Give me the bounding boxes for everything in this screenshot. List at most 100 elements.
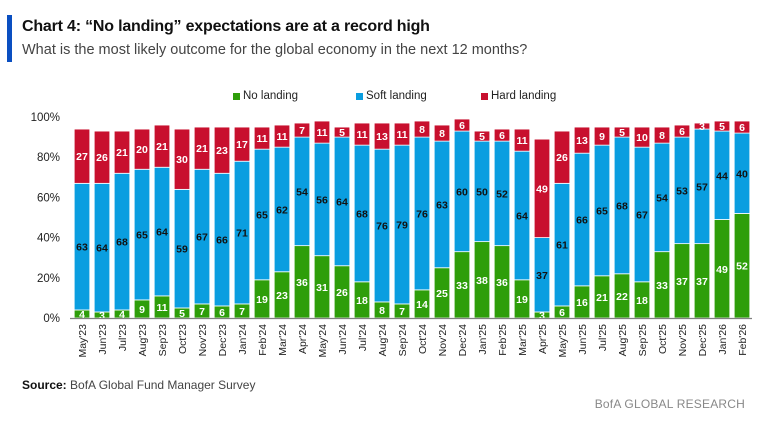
bar-segment-hard-landing xyxy=(453,118,471,132)
data-label-hard-landing: 21 xyxy=(156,141,168,153)
x-tick-label: Oct'24 xyxy=(417,324,429,354)
x-tick-label: Apr'25 xyxy=(537,324,549,354)
data-label-soft-landing: 54 xyxy=(656,192,668,204)
data-label-hard-landing: 13 xyxy=(576,135,588,147)
data-label-hard-landing: 26 xyxy=(96,152,108,164)
data-label-no-landing: 6 xyxy=(219,307,225,319)
data-label-soft-landing: 64 xyxy=(156,227,168,239)
x-tick-label: Nov'23 xyxy=(197,324,209,357)
x-tick-label: Oct'25 xyxy=(657,324,669,354)
legend-swatch-soft-landing xyxy=(356,92,363,100)
data-label-hard-landing: 11 xyxy=(276,131,287,143)
x-tick-label: Jul'24 xyxy=(357,324,369,351)
y-tick-label: 80% xyxy=(37,152,60,164)
bar-segment-hard-landing xyxy=(153,124,171,168)
data-label-soft-landing: 57 xyxy=(696,181,708,193)
data-label-no-landing: 6 xyxy=(559,307,565,319)
x-tick-label: Dec'24 xyxy=(457,324,469,357)
bar-segment-hard-landing xyxy=(533,138,551,238)
data-label-hard-landing: 11 xyxy=(256,133,267,145)
data-label-soft-landing: 52 xyxy=(496,188,508,200)
bar-segment-hard-landing xyxy=(213,126,231,174)
data-label-hard-landing: 17 xyxy=(236,139,248,151)
x-tick-label: Feb'25 xyxy=(497,324,509,356)
data-label-soft-landing: 68 xyxy=(616,200,628,212)
data-label-soft-landing: 63 xyxy=(436,199,448,211)
data-label-no-landing: 3 xyxy=(539,310,545,322)
x-tick-label: Feb'26 xyxy=(737,324,749,356)
data-label-soft-landing: 65 xyxy=(596,205,608,217)
data-label-hard-landing: 11 xyxy=(516,135,527,147)
data-label-hard-landing: 5 xyxy=(619,127,625,139)
data-label-hard-landing: 9 xyxy=(599,131,605,143)
x-tick-label: Feb'24 xyxy=(257,324,269,356)
bar-segment-hard-landing xyxy=(513,128,531,152)
x-tick-label: Jun'25 xyxy=(577,324,589,355)
data-label-soft-landing: 60 xyxy=(456,186,468,198)
legend-label-soft-landing: Soft landing xyxy=(366,90,427,102)
chart-title: Chart 4: “No landing” expectations are a… xyxy=(22,18,430,35)
x-tick-label: Mar'24 xyxy=(277,324,289,356)
data-label-no-landing: 49 xyxy=(716,264,728,276)
x-tick-label: Aug'23 xyxy=(137,324,149,357)
legend-swatch-no-landing xyxy=(233,92,240,100)
data-label-no-landing: 33 xyxy=(456,280,468,292)
data-label-no-landing: 9 xyxy=(139,304,145,316)
bar-segment-hard-landing xyxy=(693,122,711,130)
x-tick-label: Sep'25 xyxy=(637,324,649,357)
x-tick-label: Nov'25 xyxy=(677,324,689,357)
legend-label-hard-landing: Hard landing xyxy=(491,90,557,102)
data-label-no-landing: 14 xyxy=(416,299,428,311)
legend-item-soft-landing: Soft landing xyxy=(356,90,427,102)
data-label-soft-landing: 79 xyxy=(396,220,408,232)
data-label-hard-landing: 11 xyxy=(356,129,367,141)
bar-segment-hard-landing xyxy=(493,128,511,142)
bar-segment-hard-landing xyxy=(633,126,651,148)
data-label-hard-landing: 21 xyxy=(196,143,208,155)
data-label-soft-landing: 65 xyxy=(136,230,148,242)
data-label-soft-landing: 56 xyxy=(316,194,328,206)
data-label-hard-landing: 8 xyxy=(659,130,665,142)
x-tick-label: Sep'23 xyxy=(157,324,169,357)
data-label-hard-landing: 7 xyxy=(299,125,305,137)
data-label-no-landing: 52 xyxy=(736,261,748,273)
data-label-hard-landing: 26 xyxy=(556,152,568,164)
data-label-soft-landing: 71 xyxy=(236,228,248,240)
data-label-hard-landing: 23 xyxy=(216,145,228,157)
data-label-soft-landing: 64 xyxy=(516,210,528,222)
x-tick-label: Aug'25 xyxy=(617,324,629,357)
bar-segment-hard-landing xyxy=(653,126,671,144)
bar-segment-hard-landing xyxy=(233,126,251,162)
data-label-soft-landing: 37 xyxy=(536,270,548,282)
brand-label: BofA GLOBAL RESEARCH xyxy=(594,397,745,411)
data-label-soft-landing: 64 xyxy=(336,196,348,208)
data-label-no-landing: 18 xyxy=(636,295,648,307)
bar-segment-hard-landing xyxy=(373,122,391,150)
bar-segment-hard-landing xyxy=(73,128,91,184)
bar-segment-hard-landing xyxy=(293,122,311,138)
data-label-no-landing: 8 xyxy=(379,305,385,317)
data-label-no-landing: 11 xyxy=(156,302,167,314)
x-tick-label: Sep'24 xyxy=(397,324,409,357)
data-label-no-landing: 7 xyxy=(199,306,205,318)
data-label-hard-landing: 11 xyxy=(396,129,407,141)
data-label-no-landing: 5 xyxy=(179,308,185,320)
data-label-hard-landing: 6 xyxy=(459,120,465,132)
data-label-hard-landing: 8 xyxy=(419,124,425,136)
data-label-soft-landing: 76 xyxy=(416,208,428,220)
bar-segment-hard-landing xyxy=(393,122,411,146)
legend-item-no-landing: No landing xyxy=(233,90,298,102)
data-label-soft-landing: 65 xyxy=(256,209,268,221)
data-label-no-landing: 23 xyxy=(276,290,288,302)
bar-segment-hard-landing xyxy=(593,126,611,146)
data-label-soft-landing: 61 xyxy=(556,240,568,252)
data-label-no-landing: 31 xyxy=(316,282,328,294)
data-label-hard-landing: 30 xyxy=(176,154,188,166)
data-label-no-landing: 18 xyxy=(356,295,368,307)
y-tick-label: 60% xyxy=(37,192,60,204)
data-label-hard-landing: 5 xyxy=(719,121,725,133)
data-label-soft-landing: 66 xyxy=(216,235,228,247)
y-tick-label: 0% xyxy=(43,313,60,325)
data-label-soft-landing: 59 xyxy=(176,244,188,256)
